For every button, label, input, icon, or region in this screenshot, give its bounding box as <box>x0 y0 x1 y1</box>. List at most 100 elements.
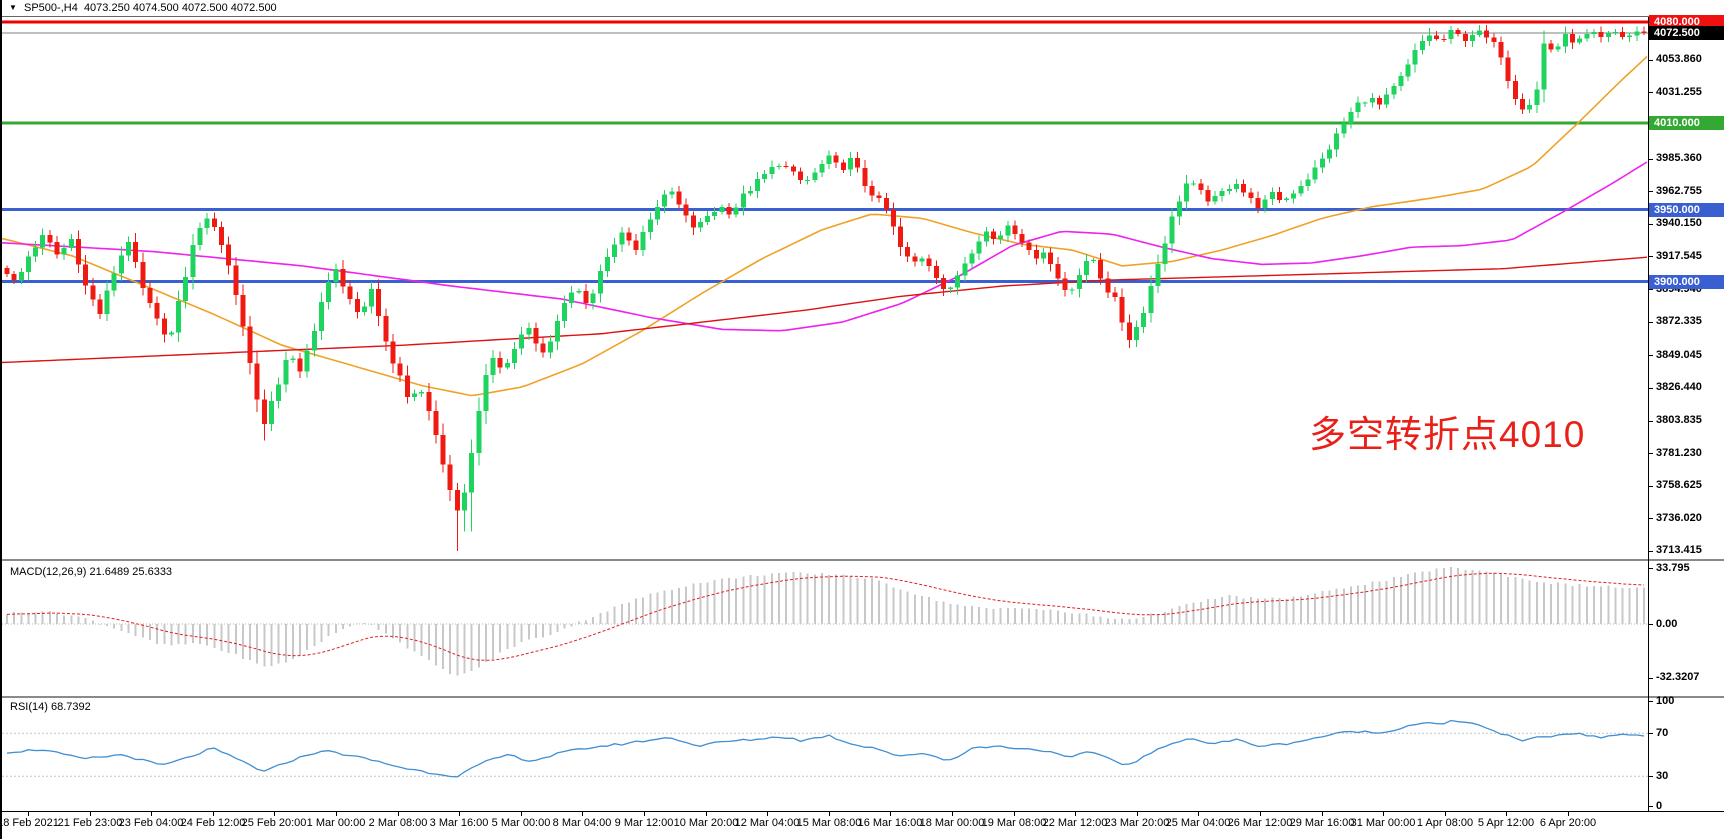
price-tick-tickmark <box>1648 289 1653 290</box>
date-label: 19 Mar 08:00 <box>981 817 1047 829</box>
date-label: 6 Apr 20:00 <box>1539 817 1597 829</box>
price-tick-tickmark <box>1648 486 1653 487</box>
date-tickmark <box>1137 812 1138 816</box>
rsi-tick: 30 <box>1656 770 1669 782</box>
date-label: 1 Mar 00:00 <box>306 817 366 829</box>
date-label: 25 Mar 04:00 <box>1165 817 1231 829</box>
date-label: 1 Apr 08:00 <box>1416 817 1474 829</box>
date-tickmark <box>1322 812 1323 816</box>
date-tickmark <box>1445 812 1446 816</box>
price-axis-border <box>1648 17 1649 812</box>
candle-wicks <box>6 24 1645 551</box>
date-tickmark <box>767 812 768 816</box>
bull-bear-turning-point-annotation: 多空转折点4010 <box>1309 414 1586 455</box>
date-label: 2 Mar 08:00 <box>368 817 428 829</box>
price-tick: 3736.020 <box>1656 512 1702 524</box>
date-tickmark <box>1014 812 1015 816</box>
price-tick-tickmark <box>1648 388 1653 389</box>
date-tickmark <box>890 812 891 816</box>
candle-bodies-up <box>18 30 1640 511</box>
price-badge-4080.000: 4080.000 <box>1649 15 1724 29</box>
date-label: 29 Mar 16:00 <box>1289 817 1355 829</box>
price-tick: 3962.755 <box>1656 185 1702 197</box>
date-tickmark <box>398 812 399 816</box>
macd-tick-tickmark <box>1648 678 1653 679</box>
ma-slow-red <box>2 256 1648 364</box>
price-tick-tickmark <box>1648 191 1653 192</box>
date-label: 24 Feb 12:00 <box>180 817 246 829</box>
macd-panel-label: MACD(12,26,9) 21.6489 25.6333 <box>10 566 173 578</box>
date-tickmark <box>1506 812 1507 816</box>
rsi-tick: 70 <box>1656 727 1669 739</box>
price-tick-tickmark <box>1648 159 1653 160</box>
date-tickmark <box>1260 812 1261 816</box>
date-tickmark <box>28 812 29 816</box>
price-badge-3950.000: 3950.000 <box>1649 203 1724 217</box>
price-tick-tickmark <box>1648 256 1653 257</box>
date-label: 25 Feb 20:00 <box>241 817 307 829</box>
date-label: 3 Mar 16:00 <box>429 817 489 829</box>
date-tickmark <box>521 812 522 816</box>
symbol-period-label: SP500-,H4 <box>24 2 78 14</box>
price-tick: 3781.230 <box>1656 447 1702 459</box>
chart-header: ▼ SP500-,H4 4073.250 4074.500 4072.500 4… <box>2 0 1724 17</box>
date-label: 8 Mar 04:00 <box>552 817 612 829</box>
price-tick: 3940.150 <box>1656 217 1702 229</box>
rsi-panel-label: RSI(14) 68.7392 <box>10 701 91 713</box>
macd-rsi-divider[interactable] <box>2 696 1724 698</box>
price-tick: 4031.255 <box>1656 86 1702 98</box>
rsi-tick-tickmark <box>1648 776 1653 777</box>
price-tick-tickmark <box>1648 518 1653 519</box>
price-tick-tickmark <box>1648 60 1653 61</box>
ohlc-close: 4072.500 <box>230 2 277 14</box>
price-tick-tickmark <box>1648 421 1653 422</box>
date-label: 16 Mar 16:00 <box>857 817 923 829</box>
rsi-tick: 100 <box>1656 695 1675 707</box>
date-tickmark <box>706 812 707 816</box>
date-label: 12 Mar 04:00 <box>734 817 800 829</box>
date-label: 5 Mar 00:00 <box>491 817 551 829</box>
rsi-tick-tickmark <box>1648 806 1653 807</box>
price-tick: 3985.360 <box>1656 152 1702 164</box>
date-label: 21 Feb 23:00 <box>57 817 123 829</box>
collapse-triangle-icon[interactable]: ▼ <box>9 3 17 12</box>
rsi-tick-tickmark <box>1648 701 1653 702</box>
date-tickmark <box>151 812 152 816</box>
main-macd-divider[interactable] <box>2 559 1724 561</box>
date-label: 31 Mar 00:00 <box>1350 817 1416 829</box>
price-tick-tickmark <box>1648 322 1653 323</box>
date-label: 15 Mar 08:00 <box>796 817 862 829</box>
price-badge-4010.000: 4010.000 <box>1649 116 1724 130</box>
date-tickmark <box>90 812 91 816</box>
price-badge-4072.500: 4072.500 <box>1649 26 1724 40</box>
price-badge-3900.000: 3900.000 <box>1649 275 1724 289</box>
date-tickmark <box>1075 812 1076 816</box>
date-tickmark <box>213 812 214 816</box>
date-axis-border <box>2 811 1724 812</box>
macd-tick: 0.00 <box>1656 618 1678 630</box>
price-tick: 4053.860 <box>1656 53 1702 65</box>
ohlc-open: 4073.250 <box>83 2 130 14</box>
price-tick: 3917.545 <box>1656 250 1702 262</box>
macd-tick-tickmark <box>1648 568 1653 569</box>
horizontal-lines <box>2 20 1648 284</box>
ohlc-low: 4072.500 <box>181 2 228 14</box>
macd-tick-tickmark <box>1648 624 1653 625</box>
date-tickmark <box>336 812 337 816</box>
symbol-title: SP500-,H4 4073.250 4074.500 4072.500 407… <box>24 2 277 15</box>
date-tickmark <box>1383 812 1384 816</box>
price-tick-tickmark <box>1648 224 1653 225</box>
date-tickmark <box>952 812 953 816</box>
price-tick-tickmark <box>1648 551 1653 552</box>
price-tick: 3849.045 <box>1656 349 1702 361</box>
price-tick: 3803.835 <box>1656 414 1702 426</box>
date-label: 18 Feb 2021 <box>0 817 59 829</box>
price-tick: 3826.440 <box>1656 381 1702 393</box>
rsi-tick: 0 <box>1656 800 1663 812</box>
date-tickmark <box>274 812 275 816</box>
macd-tick: -32.3207 <box>1656 671 1700 683</box>
date-label: 10 Mar 20:00 <box>673 817 739 829</box>
date-label: 26 Mar 12:00 <box>1227 817 1293 829</box>
date-label: 18 Mar 00:00 <box>919 817 985 829</box>
